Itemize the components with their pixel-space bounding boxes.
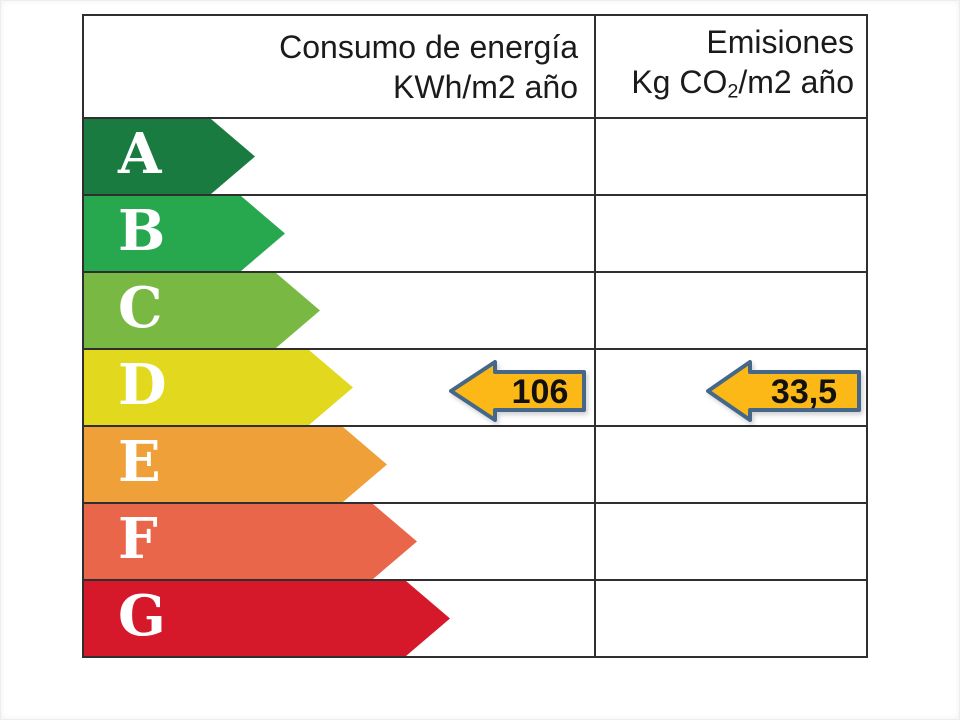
rating-bar: E <box>84 427 387 502</box>
emissions-header-line1: Emisiones <box>706 23 854 60</box>
consumption-indicator-arrow: 106 <box>449 360 586 422</box>
rating-row-G: G <box>84 579 866 656</box>
rating-letter: E <box>118 428 161 495</box>
rating-bar: F <box>84 504 417 579</box>
emissions-unit-prefix: Kg CO <box>631 63 728 100</box>
energy-rating-table: Consumo de energía KWh/m2 año Emisiones … <box>82 14 868 658</box>
consumption-header-line2: KWh/m2 año <box>393 68 578 105</box>
rating-letter: A <box>118 120 162 187</box>
emissions-column-header: Emisiones Kg CO2/m2 año <box>594 16 866 117</box>
rating-row-F: F <box>84 502 866 579</box>
rating-row-A: A <box>84 117 866 194</box>
rating-bar: D <box>84 350 353 425</box>
consumption-header-line1: Consumo de energía <box>279 28 578 65</box>
column-divider <box>594 16 596 656</box>
consumption-column-header: Consumo de energía KWh/m2 año <box>84 16 594 117</box>
rating-letter: F <box>118 505 158 572</box>
table-header: Consumo de energía KWh/m2 año Emisiones … <box>84 16 866 117</box>
rating-letter: G <box>118 582 166 649</box>
rating-row-E: E <box>84 425 866 502</box>
rating-row-B: B <box>84 194 866 271</box>
left-arrow-icon <box>706 360 861 422</box>
rating-row-C: C <box>84 271 866 348</box>
rating-letter: C <box>118 274 163 341</box>
rating-row-D: D <box>84 348 866 425</box>
emissions-indicator-arrow: 33,5 <box>706 360 861 422</box>
co2-subscript: 2 <box>727 80 739 103</box>
emissions-unit-suffix: /m2 año <box>738 63 854 100</box>
rating-rows: A B C D E F G <box>84 117 866 656</box>
consumption-value: 106 <box>512 373 569 411</box>
rating-bar: C <box>84 273 320 348</box>
rating-bar: B <box>84 196 285 271</box>
rating-letter: B <box>118 197 166 264</box>
emissions-header-line2: Kg CO2/m2 año <box>594 62 854 111</box>
rating-bar: G <box>84 581 450 656</box>
emissions-value: 33,5 <box>771 373 837 411</box>
rating-letter: D <box>118 351 167 418</box>
rating-bar: A <box>84 119 255 194</box>
left-arrow-icon <box>449 360 586 422</box>
